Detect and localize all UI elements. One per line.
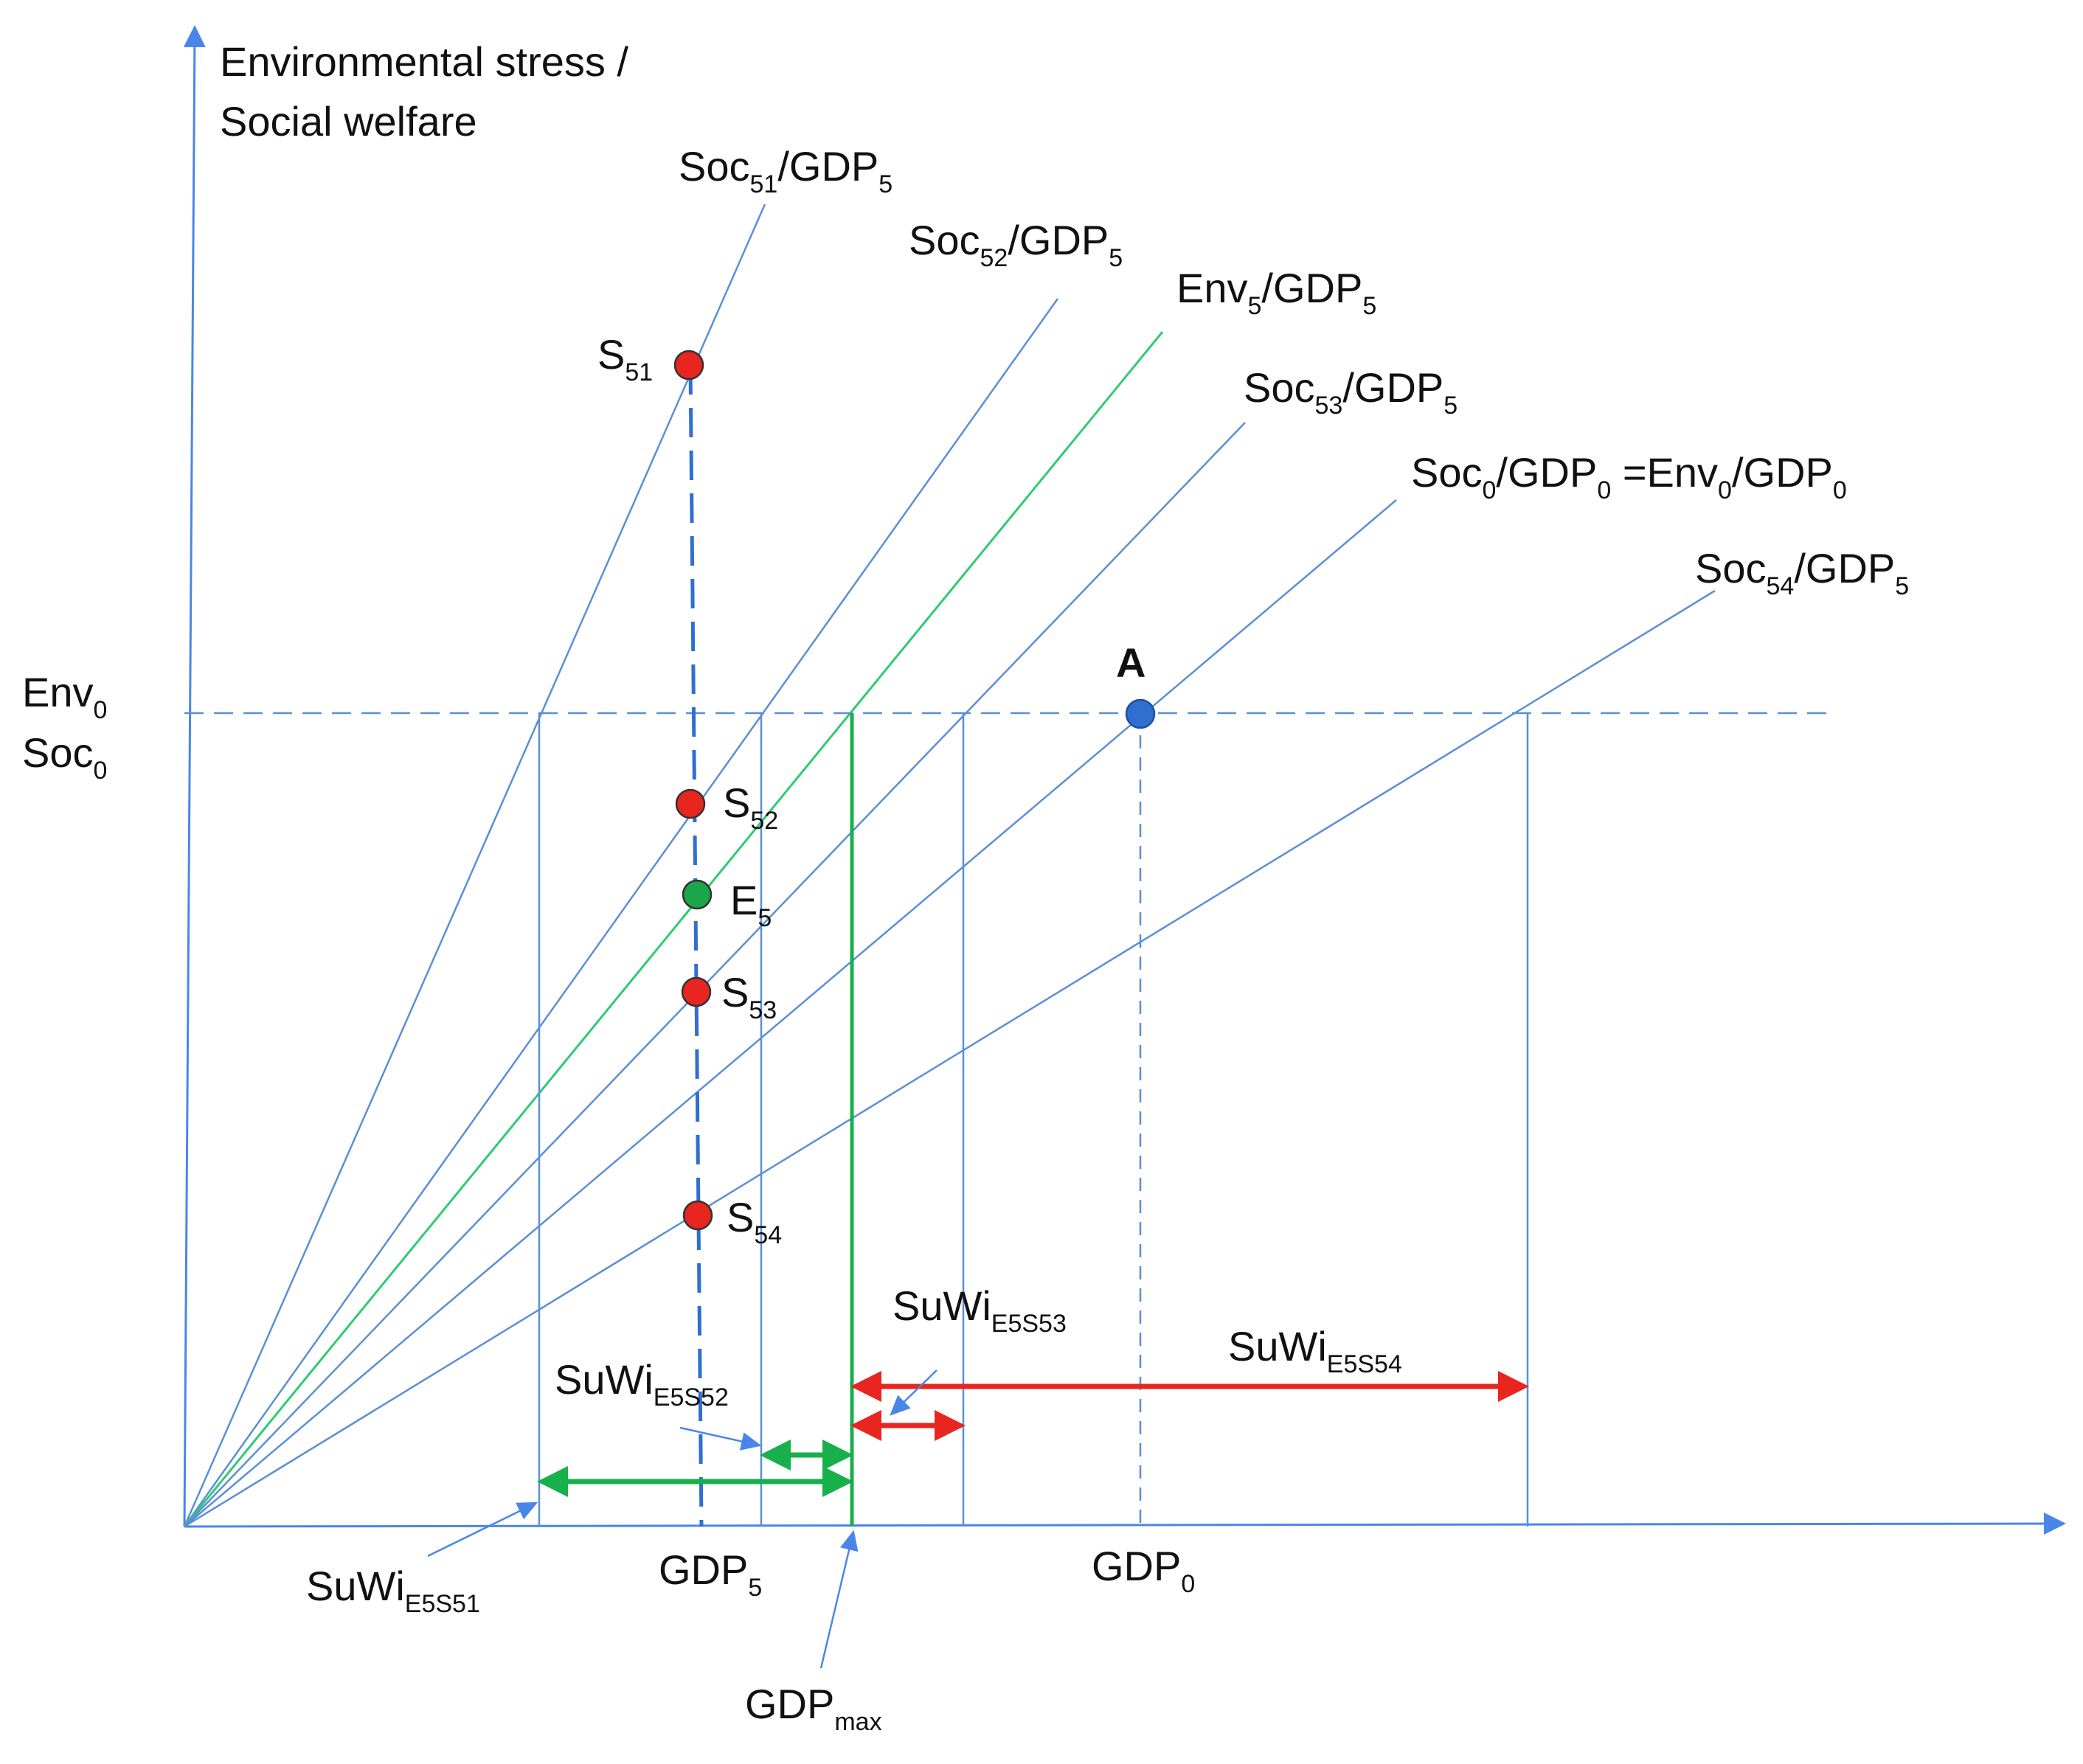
label-suwi-e5s52: SuWiE5S52 [555, 1356, 729, 1411]
point-s53 [681, 976, 712, 1007]
ray-soc54 [184, 589, 1716, 1528]
label-soc0-env0: Soc0/GDP0 =Env0/GDP0 [1411, 449, 1847, 504]
ray-soc51 [183, 204, 766, 1527]
ray-env5 [183, 331, 1164, 1527]
label-suwi-e5s54: SuWiE5S54 [1228, 1323, 1402, 1378]
label-env5: Env5/GDP5 [1176, 265, 1376, 320]
label-soc51: Soc51/GDP5 [679, 143, 893, 198]
label-s53: S53 [721, 969, 777, 1024]
label-soc52: Soc52/GDP5 [909, 217, 1123, 272]
label-suwi-e5s53: SuWiE5S53 [893, 1282, 1067, 1338]
label-env0: Env0 [22, 669, 107, 724]
point-s51 [673, 350, 704, 381]
label-s51: S51 [597, 331, 653, 386]
x-axis [184, 1513, 2066, 1535]
y-axis-label-line1: Environmental stress / [220, 38, 628, 85]
point-a [1125, 698, 1156, 729]
pointer-suwi-e5s53 [890, 1369, 937, 1416]
y-axis-label-line2: Social welfare [220, 98, 477, 145]
label-gdp0: GDP0 [1092, 1543, 1195, 1598]
ray-soc53 [184, 422, 1246, 1527]
label-gdp5: GDP5 [659, 1546, 762, 1602]
vline-gdp5-dashed [688, 364, 704, 1527]
point-e5 [682, 879, 713, 910]
label-soc0-axis: Soc0 [22, 729, 107, 785]
y-axis [183, 25, 206, 1527]
point-s54 [682, 1200, 713, 1231]
pointer-suwi-e5s52 [679, 1426, 762, 1451]
pointer-gdpmax [819, 1529, 859, 1669]
suwi-arrows [537, 1371, 1529, 1497]
point-s52 [675, 788, 706, 819]
pointer-arrows [427, 1369, 937, 1669]
pointer-suwi-e5s51 [427, 1501, 538, 1558]
label-point-a: A [1116, 639, 1146, 686]
label-gdpmax: GDPmax [745, 1681, 882, 1736]
ray-soc0 [184, 499, 1397, 1527]
label-s54: S54 [727, 1194, 782, 1249]
label-suwi-e5s51: SuWiE5S51 [306, 1563, 480, 1618]
label-s52: S52 [723, 779, 778, 835]
points [673, 350, 1156, 1231]
rays [183, 204, 1716, 1528]
ray-soc52 [183, 298, 1059, 1527]
label-soc53: Soc53/GDP5 [1244, 364, 1458, 420]
label-e5: E5 [730, 877, 772, 932]
label-soc54: Soc54/GDP5 [1695, 545, 1909, 600]
